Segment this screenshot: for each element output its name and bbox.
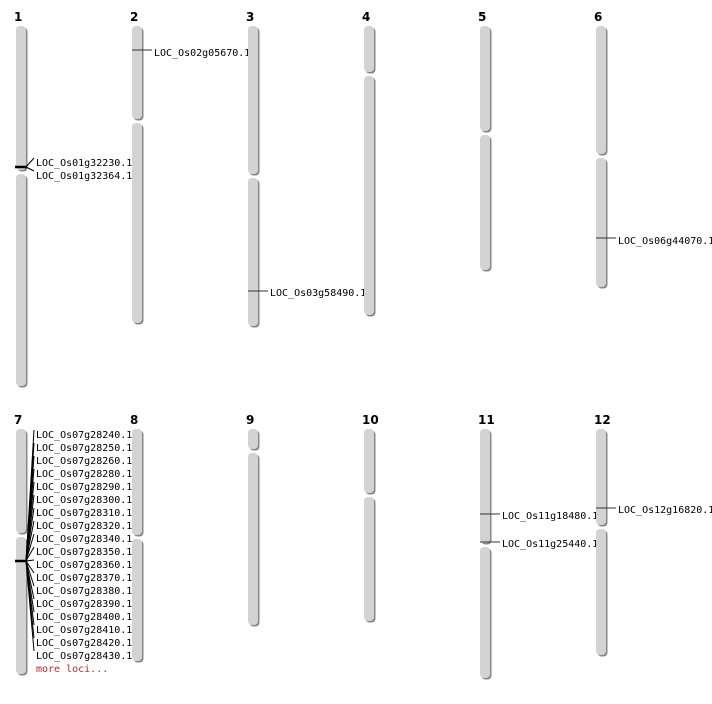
chromosome-11[interactable]: 11 LOC_Os11g18480.1 LOC_Os11g25440.1: [478, 413, 598, 680]
chromosome-q-arm: [596, 158, 606, 287]
chromosome-p-arm: [596, 26, 606, 154]
chromosome-3[interactable]: 3 LOC_Os03g58490.1: [246, 10, 366, 328]
locus-label[interactable]: LOC_Os07g28340.1: [36, 534, 132, 545]
locus-label[interactable]: LOC_Os07g28370.1: [36, 573, 132, 584]
locus-label[interactable]: LOC_Os03g58490.1: [270, 288, 366, 299]
chromosome-p-arm: [480, 429, 490, 543]
chromosome-label: 9: [246, 413, 254, 427]
locus-connector: [25, 166, 35, 172]
more-loci-link[interactable]: more loci...: [36, 664, 108, 675]
chromosome-p-arm: [16, 429, 26, 533]
locus-label[interactable]: LOC_Os07g28250.1: [36, 443, 132, 454]
locus-connector: [25, 533, 35, 562]
locus-connector: [25, 559, 35, 562]
chromosome-label: 4: [362, 10, 370, 24]
locus-label[interactable]: LOC_Os02g05670.1: [154, 48, 250, 59]
chromosome-q-arm: [248, 453, 258, 625]
chromosome-label: 2: [130, 10, 138, 24]
locus-label[interactable]: LOC_Os07g28420.1: [36, 638, 132, 649]
locus-connector: [25, 560, 35, 652]
chromosome-p-arm: [596, 429, 606, 525]
chromosome-label: 6: [594, 10, 602, 24]
chromosome-2[interactable]: 2 LOC_Os02g05670.1: [130, 10, 250, 325]
chromosome-p-arm: [132, 429, 142, 535]
chromosome-label: 3: [246, 10, 254, 24]
chromosome-q-arm: [596, 529, 606, 655]
chromosome-1[interactable]: 1 LOC_Os01g32230.1 LOC_Os01g32364.1: [14, 10, 132, 388]
chromosome-7[interactable]: 7 LOC_Os07g28240.1 LOC_Os07g28250.1 LOC_Os0…: [14, 413, 132, 676]
chromosome-p-arm: [248, 26, 258, 174]
chromosome-q-arm: [16, 174, 26, 386]
locus-label[interactable]: LOC_Os07g28380.1: [36, 586, 132, 597]
chromosome-q-arm: [480, 135, 490, 270]
locus-label[interactable]: LOC_Os07g28360.1: [36, 560, 132, 571]
locus-label[interactable]: LOC_Os07g28410.1: [36, 625, 132, 636]
locus-label[interactable]: LOC_Os07g28400.1: [36, 612, 132, 623]
locus-label[interactable]: LOC_Os06g44070.1: [618, 236, 712, 247]
locus-connector: [25, 546, 35, 562]
locus-label[interactable]: LOC_Os01g32364.1: [36, 171, 132, 182]
chromosome-q-arm: [364, 497, 374, 621]
locus-label[interactable]: LOC_Os07g28260.1: [36, 456, 132, 467]
chromosome-label: 7: [14, 413, 22, 427]
chromosome-q-arm: [132, 539, 142, 661]
chromosome-p-arm: [132, 26, 142, 119]
locus-connector: [25, 560, 35, 574]
chromosome-p-arm: [248, 429, 258, 449]
chromosome-10[interactable]: 10: [362, 413, 379, 623]
chromosome-6[interactable]: 6 LOC_Os06g44070.1: [594, 10, 712, 289]
chromosome-12[interactable]: 12 LOC_Os12g16820.1: [594, 413, 712, 657]
locus-label[interactable]: LOC_Os07g28240.1: [36, 430, 132, 441]
locus-label[interactable]: LOC_Os12g16820.1: [618, 505, 712, 516]
chromosome-p-arm: [16, 26, 26, 170]
locus-label[interactable]: LOC_Os07g28280.1: [36, 469, 132, 480]
chromosome-label: 11: [478, 413, 495, 427]
locus-label[interactable]: LOC_Os01g32230.1: [36, 158, 132, 169]
chromosome-p-arm: [364, 26, 374, 72]
locus-label[interactable]: LOC_Os07g28350.1: [36, 547, 132, 558]
chromosome-q-arm: [16, 537, 26, 674]
locus-label[interactable]: LOC_Os11g25440.1: [502, 539, 598, 550]
chromosome-label: 10: [362, 413, 379, 427]
chromosome-q-arm: [248, 178, 258, 326]
chromosome-label: 12: [594, 413, 611, 427]
chromosome-p-arm: [480, 26, 490, 131]
locus-connector: [25, 520, 35, 562]
chromosome-4[interactable]: 4: [362, 10, 376, 317]
locus-connector: [25, 157, 35, 168]
chromosome-p-arm: [364, 429, 374, 493]
chromosome-label: 8: [130, 413, 138, 427]
chromosome-5[interactable]: 5: [478, 10, 492, 272]
locus-label[interactable]: LOC_Os07g28300.1: [36, 495, 132, 506]
locus-label[interactable]: LOC_Os07g28290.1: [36, 482, 132, 493]
locus-label[interactable]: LOC_Os11g18480.1: [502, 511, 598, 522]
chromosome-q-arm: [480, 547, 490, 678]
chromosome-label: 5: [478, 10, 486, 24]
chromosome-q-arm: [132, 123, 142, 323]
locus-label[interactable]: LOC_Os07g28320.1: [36, 521, 132, 532]
chromosome-9[interactable]: 9: [246, 413, 260, 627]
locus-label[interactable]: LOC_Os07g28430.1: [36, 651, 132, 662]
chromosome-label: 1: [14, 10, 22, 24]
locus-label[interactable]: LOC_Os07g28390.1: [36, 599, 132, 610]
chromosome-8[interactable]: 8: [130, 413, 144, 663]
chromosome-q-arm: [364, 76, 374, 315]
locus-label[interactable]: LOC_Os07g28310.1: [36, 508, 132, 519]
